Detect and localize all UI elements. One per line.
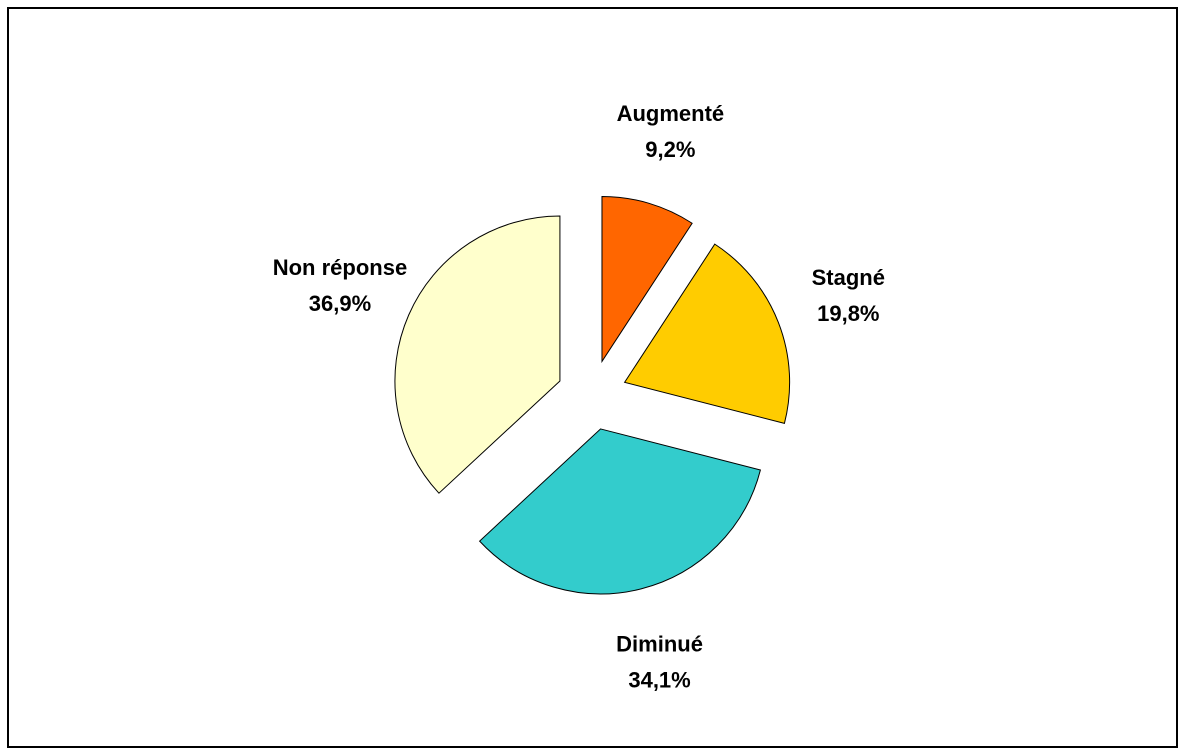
slice-label: Augmenté [617, 101, 725, 126]
pie-slice [394, 215, 561, 494]
slice-value-label: 34,1% [628, 667, 690, 692]
pie-slice [623, 243, 791, 424]
slice-value-label: 19,8% [817, 301, 879, 326]
chart-border [7, 7, 1178, 748]
pie-slice [478, 428, 762, 595]
slice-value-label: 9,2% [645, 137, 695, 162]
slice-value-label: 36,9% [309, 291, 371, 316]
slice-label: Non réponse [273, 255, 407, 280]
slice-label: Stagné [812, 265, 885, 290]
slice-label: Diminué [616, 631, 703, 656]
pie-slice [601, 195, 693, 364]
